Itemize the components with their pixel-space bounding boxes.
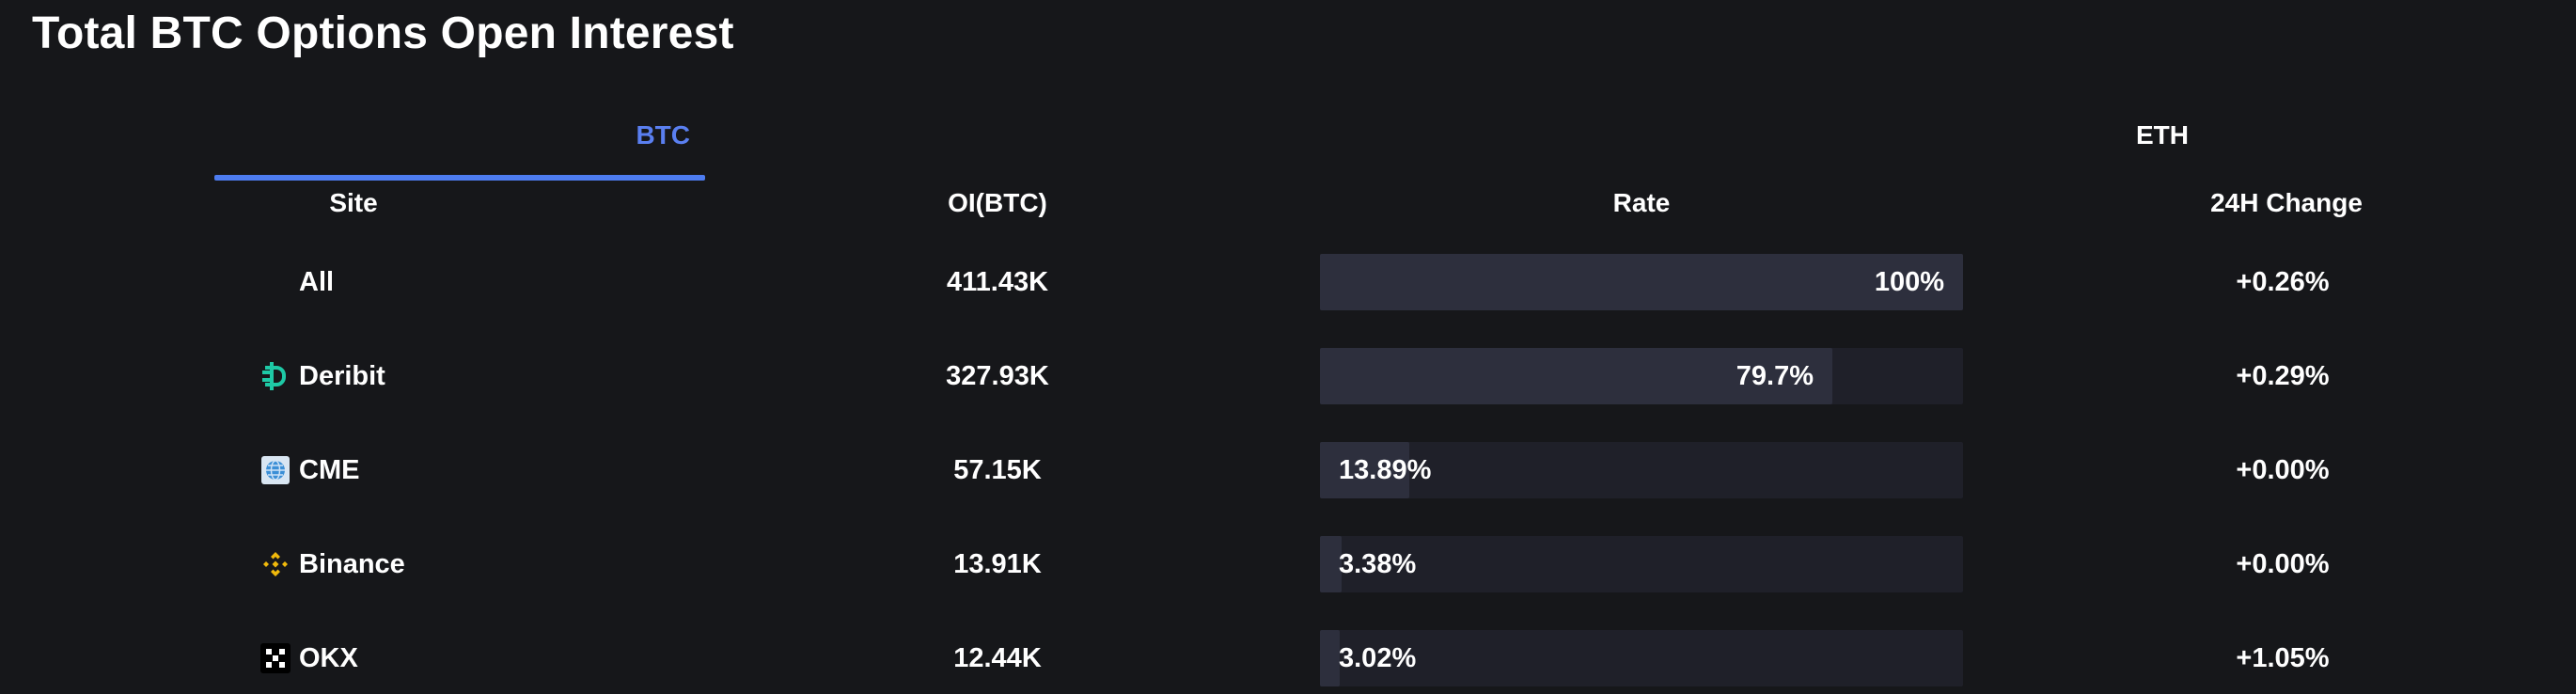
site-name: Binance	[299, 548, 405, 579]
tab-eth[interactable]: ETH	[1606, 103, 2189, 181]
site-cell: OKX	[259, 630, 358, 686]
column-header-site: Site	[329, 188, 378, 217]
oi-value: 13.91K	[953, 549, 1042, 579]
rate-bar: 3.38%	[1320, 536, 1963, 592]
rate-label: 13.89%	[1339, 455, 1432, 485]
site-cell: All	[259, 254, 334, 310]
tab-eth-label: ETH	[2136, 120, 2189, 150]
oi-value: 57.15K	[953, 455, 1042, 485]
rate-bar-fill	[1320, 348, 1832, 404]
rate-label: 3.38%	[1339, 549, 1417, 579]
change-value: +1.05%	[2236, 643, 2330, 673]
site-name: CME	[299, 454, 360, 485]
rate-label: 79.7%	[1736, 361, 1814, 391]
rate-label: 100%	[1874, 267, 1944, 297]
table-row: Deribit 327.93K 79.7% +0.29%	[0, 348, 2576, 404]
tab-btc[interactable]: BTC	[214, 103, 705, 181]
page-title: Total BTC Options Open Interest	[32, 8, 734, 58]
site-name: OKX	[299, 642, 358, 673]
okx-logo-icon	[259, 642, 291, 674]
rate-bar: 3.02%	[1320, 630, 1963, 686]
table-row: All 411.43K 100% +0.26%	[0, 254, 2576, 310]
cme-logo-icon	[259, 454, 291, 486]
rate-label: 3.02%	[1339, 643, 1417, 673]
deribit-logo-icon	[259, 360, 291, 392]
oi-value: 327.93K	[946, 361, 1049, 391]
binance-logo-icon	[259, 548, 291, 580]
oi-value: 411.43K	[946, 267, 1049, 297]
rate-bar: 79.7%	[1320, 348, 1963, 404]
site-cell: CME	[259, 442, 359, 498]
table-row: Binance 13.91K 3.38% +0.00%	[0, 536, 2576, 592]
rate-bar-fill	[1320, 442, 1409, 498]
tab-active-indicator	[214, 175, 705, 181]
table-row: OKX 12.44K 3.02% +1.05%	[0, 630, 2576, 686]
rate-bar-fill	[1320, 536, 1342, 592]
rate-bar-fill	[1320, 254, 1963, 310]
column-header-24h-change: 24H Change	[2210, 188, 2363, 217]
site-name: Deribit	[299, 360, 385, 391]
site-cell: Deribit	[259, 348, 385, 404]
rate-bar: 13.89%	[1320, 442, 1963, 498]
change-value: +0.29%	[2236, 361, 2330, 391]
rate-bar-fill	[1320, 630, 1340, 686]
oi-value: 12.44K	[953, 643, 1042, 673]
asset-tabs: BTC ETH	[214, 103, 2377, 181]
column-header-oi: OI(BTC)	[948, 188, 1047, 217]
site-cell: Binance	[259, 536, 405, 592]
site-name: All	[299, 266, 335, 297]
change-value: +0.26%	[2236, 267, 2330, 297]
rate-bar: 100%	[1320, 254, 1963, 310]
change-value: +0.00%	[2236, 455, 2330, 485]
change-value: +0.00%	[2236, 549, 2330, 579]
tab-btc-label: BTC	[636, 120, 690, 150]
table-row: CME 57.15K 13.89% +0.00%	[0, 442, 2576, 498]
table-header: Site OI(BTC) Rate 24H Change	[0, 184, 2576, 222]
column-header-rate: Rate	[1612, 188, 1671, 217]
